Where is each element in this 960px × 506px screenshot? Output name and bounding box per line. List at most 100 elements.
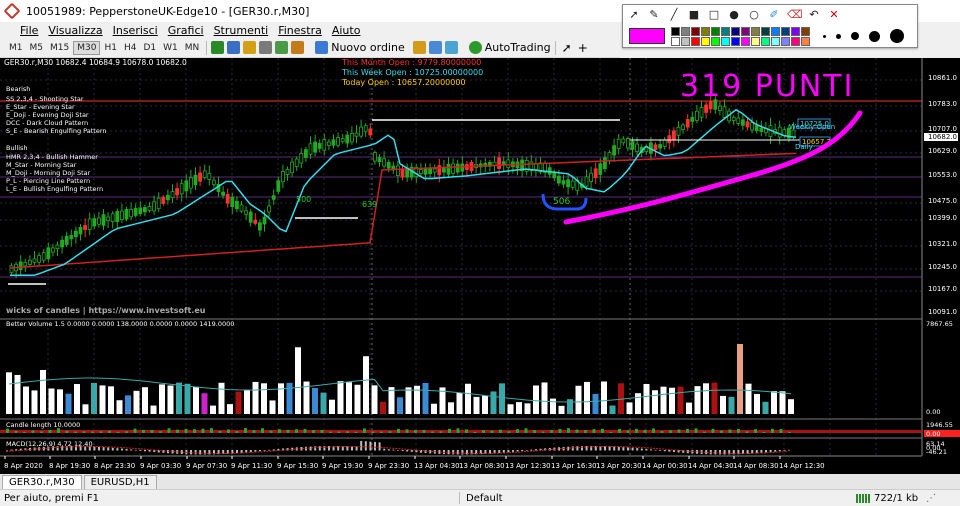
new-order-button[interactable]: Nuovo ordine	[315, 41, 405, 54]
navigator-icon[interactable]	[243, 41, 257, 54]
timeframe-m5[interactable]: M5	[29, 42, 44, 53]
palette-color[interactable]	[731, 27, 740, 36]
undo-icon[interactable]: ↶	[809, 8, 819, 21]
macd-bar	[498, 450, 501, 454]
palette-color[interactable]	[761, 27, 770, 36]
timeframe-m15[interactable]: M15	[50, 42, 70, 53]
palette-color[interactable]	[671, 37, 680, 46]
line-icon[interactable]: ╱	[670, 8, 678, 21]
palette-color[interactable]	[701, 27, 710, 36]
market-watch-icon[interactable]	[259, 41, 273, 54]
palette-color[interactable]	[711, 27, 720, 36]
timeframe-h4[interactable]: H4	[123, 42, 137, 53]
palette-color[interactable]	[741, 37, 750, 46]
terminal-icon[interactable]	[291, 41, 305, 54]
connection-icon[interactable]	[856, 493, 870, 503]
menu-file[interactable]: File	[20, 23, 39, 37]
highlighter-icon[interactable]: ✐	[769, 8, 779, 21]
palette-color[interactable]	[801, 27, 810, 36]
macd-bar	[70, 446, 73, 451]
signals-icon[interactable]	[444, 41, 458, 54]
brush-size-4[interactable]	[869, 30, 880, 42]
ellipse-icon[interactable]: ○	[749, 8, 759, 21]
filled-rectangle-icon[interactable]: ■	[688, 8, 700, 21]
candle-body	[621, 138, 626, 144]
menu-strumenti[interactable]: Strumenti	[213, 23, 269, 37]
volume-bar	[91, 382, 97, 414]
candle-body	[607, 152, 612, 162]
buy-icon[interactable]	[412, 41, 426, 54]
palette-color[interactable]	[801, 37, 810, 46]
palette-color[interactable]	[691, 27, 700, 36]
autotrading-button[interactable]: AutoTrading	[468, 41, 551, 54]
palette-color[interactable]	[681, 27, 690, 36]
menu-inserisci[interactable]: Inserisci	[112, 23, 158, 37]
candlesticks	[9, 93, 796, 279]
timeframe-m1[interactable]: M1	[9, 42, 23, 53]
macd-bar	[364, 441, 367, 451]
price-chart-svg[interactable]: GER30.r,M30 10682.4 10684.9 10678.0 1068…	[0, 58, 960, 474]
palette-color[interactable]	[701, 37, 710, 46]
palette-color[interactable]	[771, 27, 780, 36]
profiles-icon[interactable]	[227, 41, 241, 54]
palette-color[interactable]	[711, 37, 720, 46]
brush-size-3[interactable]	[851, 32, 859, 40]
palette-color[interactable]	[761, 37, 770, 46]
timeframe-h1[interactable]: H1	[104, 42, 117, 53]
macd-bar	[755, 450, 758, 454]
timeframe-d1[interactable]: D1	[143, 42, 157, 53]
tab-eurusd[interactable]: EURUSD,H1	[83, 475, 157, 489]
filled-ellipse-icon[interactable]: ●	[729, 8, 739, 21]
status-traffic: 722/1 kb	[874, 492, 919, 504]
pointer-icon[interactable]: ➚	[629, 8, 639, 21]
candle-length-bar	[31, 430, 35, 433]
eraser-icon[interactable]: ⌫	[787, 8, 803, 21]
time-label: 8 Apr 23:30	[94, 462, 135, 470]
menu-visualizza[interactable]: Visualizza	[48, 23, 103, 37]
palette-color[interactable]	[781, 37, 790, 46]
rectangle-icon[interactable]: □	[708, 8, 720, 21]
volume-bar	[312, 387, 318, 414]
menu-aiuto[interactable]: Aiuto	[331, 23, 361, 37]
candle-body	[87, 218, 92, 230]
palette-color[interactable]	[791, 27, 800, 36]
data-window-icon[interactable]	[275, 41, 289, 54]
sell-icon[interactable]	[428, 41, 442, 54]
brush-size-2[interactable]	[836, 33, 841, 39]
palette-color[interactable]	[751, 37, 760, 46]
new-chart-icon[interactable]	[211, 41, 225, 54]
candle-body	[382, 158, 387, 167]
palette-color[interactable]	[731, 37, 740, 46]
timeframe-mn[interactable]: MN	[184, 42, 200, 53]
menu-grafici[interactable]: Grafici	[167, 23, 204, 37]
current-color-swatch[interactable]	[629, 28, 665, 44]
crosshair-icon[interactable]: +	[577, 40, 588, 55]
palette-color[interactable]	[721, 37, 730, 46]
palette-color[interactable]	[781, 27, 790, 36]
brush-size-1[interactable]	[823, 34, 826, 38]
palette-color[interactable]	[771, 37, 780, 46]
volume-bar	[116, 400, 123, 414]
toolbar-separator	[554, 40, 556, 55]
clear-icon[interactable]: ✕	[829, 8, 839, 21]
price-axis[interactable]	[923, 58, 960, 474]
brush-size-5[interactable]	[890, 29, 904, 43]
pen-icon[interactable]: ✎	[649, 8, 659, 21]
candle-length-bar	[618, 428, 621, 433]
menu-finestra[interactable]: Finestra	[278, 23, 322, 37]
palette-color[interactable]	[691, 37, 700, 46]
timeframe-m30[interactable]: M30	[73, 40, 101, 55]
palette-color[interactable]	[751, 27, 760, 36]
chart-window[interactable]: GER30.r,M30 10682.4 10684.9 10678.0 1068…	[0, 58, 960, 474]
palette-color[interactable]	[721, 27, 730, 36]
palette-color[interactable]	[791, 37, 800, 46]
palette-color[interactable]	[741, 27, 750, 36]
timeframe-w1[interactable]: W1	[163, 42, 178, 53]
palette-color[interactable]	[671, 27, 680, 36]
volume-bars	[6, 344, 794, 414]
candle-body	[598, 163, 603, 175]
palette-color[interactable]	[681, 37, 690, 46]
tab-ger30[interactable]: GER30.r,M30	[2, 475, 82, 489]
status-bar: Per aiuto, premi F1 Default 722/1 kb ⋰	[0, 489, 960, 506]
cursor-icon[interactable]: ➚	[561, 40, 572, 55]
